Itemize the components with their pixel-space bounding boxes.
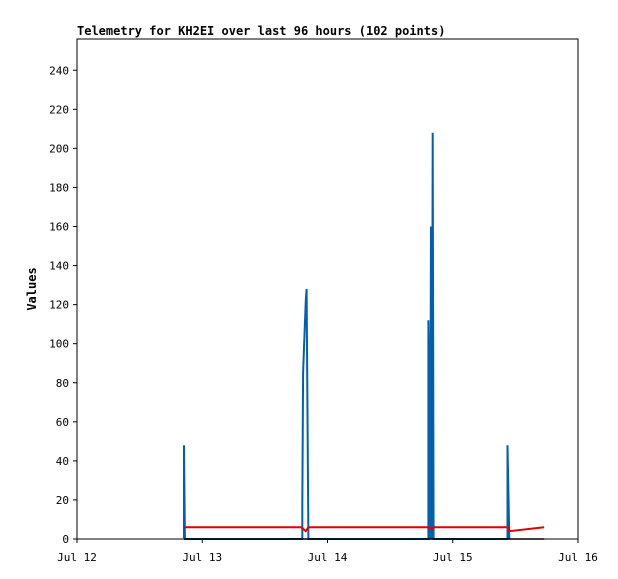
y-tick-label: 140	[49, 260, 69, 273]
y-axis-label: Values	[25, 267, 39, 310]
plot-area	[76, 38, 579, 540]
y-tick-label: 80	[56, 377, 69, 390]
y-tick-label: 120	[49, 299, 69, 312]
x-tick-label: Jul 12	[57, 551, 97, 564]
y-tick-label: 180	[49, 181, 69, 194]
x-tick-label: Jul 15	[433, 551, 473, 564]
chart-title: Telemetry for KH2EI over last 96 hours (…	[77, 24, 445, 38]
y-tick-label: 60	[56, 416, 69, 429]
x-tick-label: Jul 16	[558, 551, 598, 564]
y-tick-label: 220	[49, 103, 69, 116]
series-layer	[183, 132, 545, 540]
series-line	[184, 526, 545, 533]
y-tick-label: 0	[62, 533, 69, 546]
x-axis: Jul 12 Jul 13 Jul 14 Jul 15 Jul 16	[57, 539, 598, 564]
y-tick-label: 200	[49, 142, 69, 155]
x-tick-label: Jul 14	[308, 551, 348, 564]
y-tick-label: 240	[49, 64, 69, 77]
x-tick-label: Jul 13	[182, 551, 222, 564]
y-tick-label: 20	[56, 494, 69, 507]
y-tick-label: 40	[56, 455, 69, 468]
y-tick-label: 100	[49, 338, 69, 351]
y-axis: 0 20 40 60 80 100 120 140 160 180 200 220 240	[49, 64, 77, 546]
y-tick-label: 160	[49, 221, 69, 234]
